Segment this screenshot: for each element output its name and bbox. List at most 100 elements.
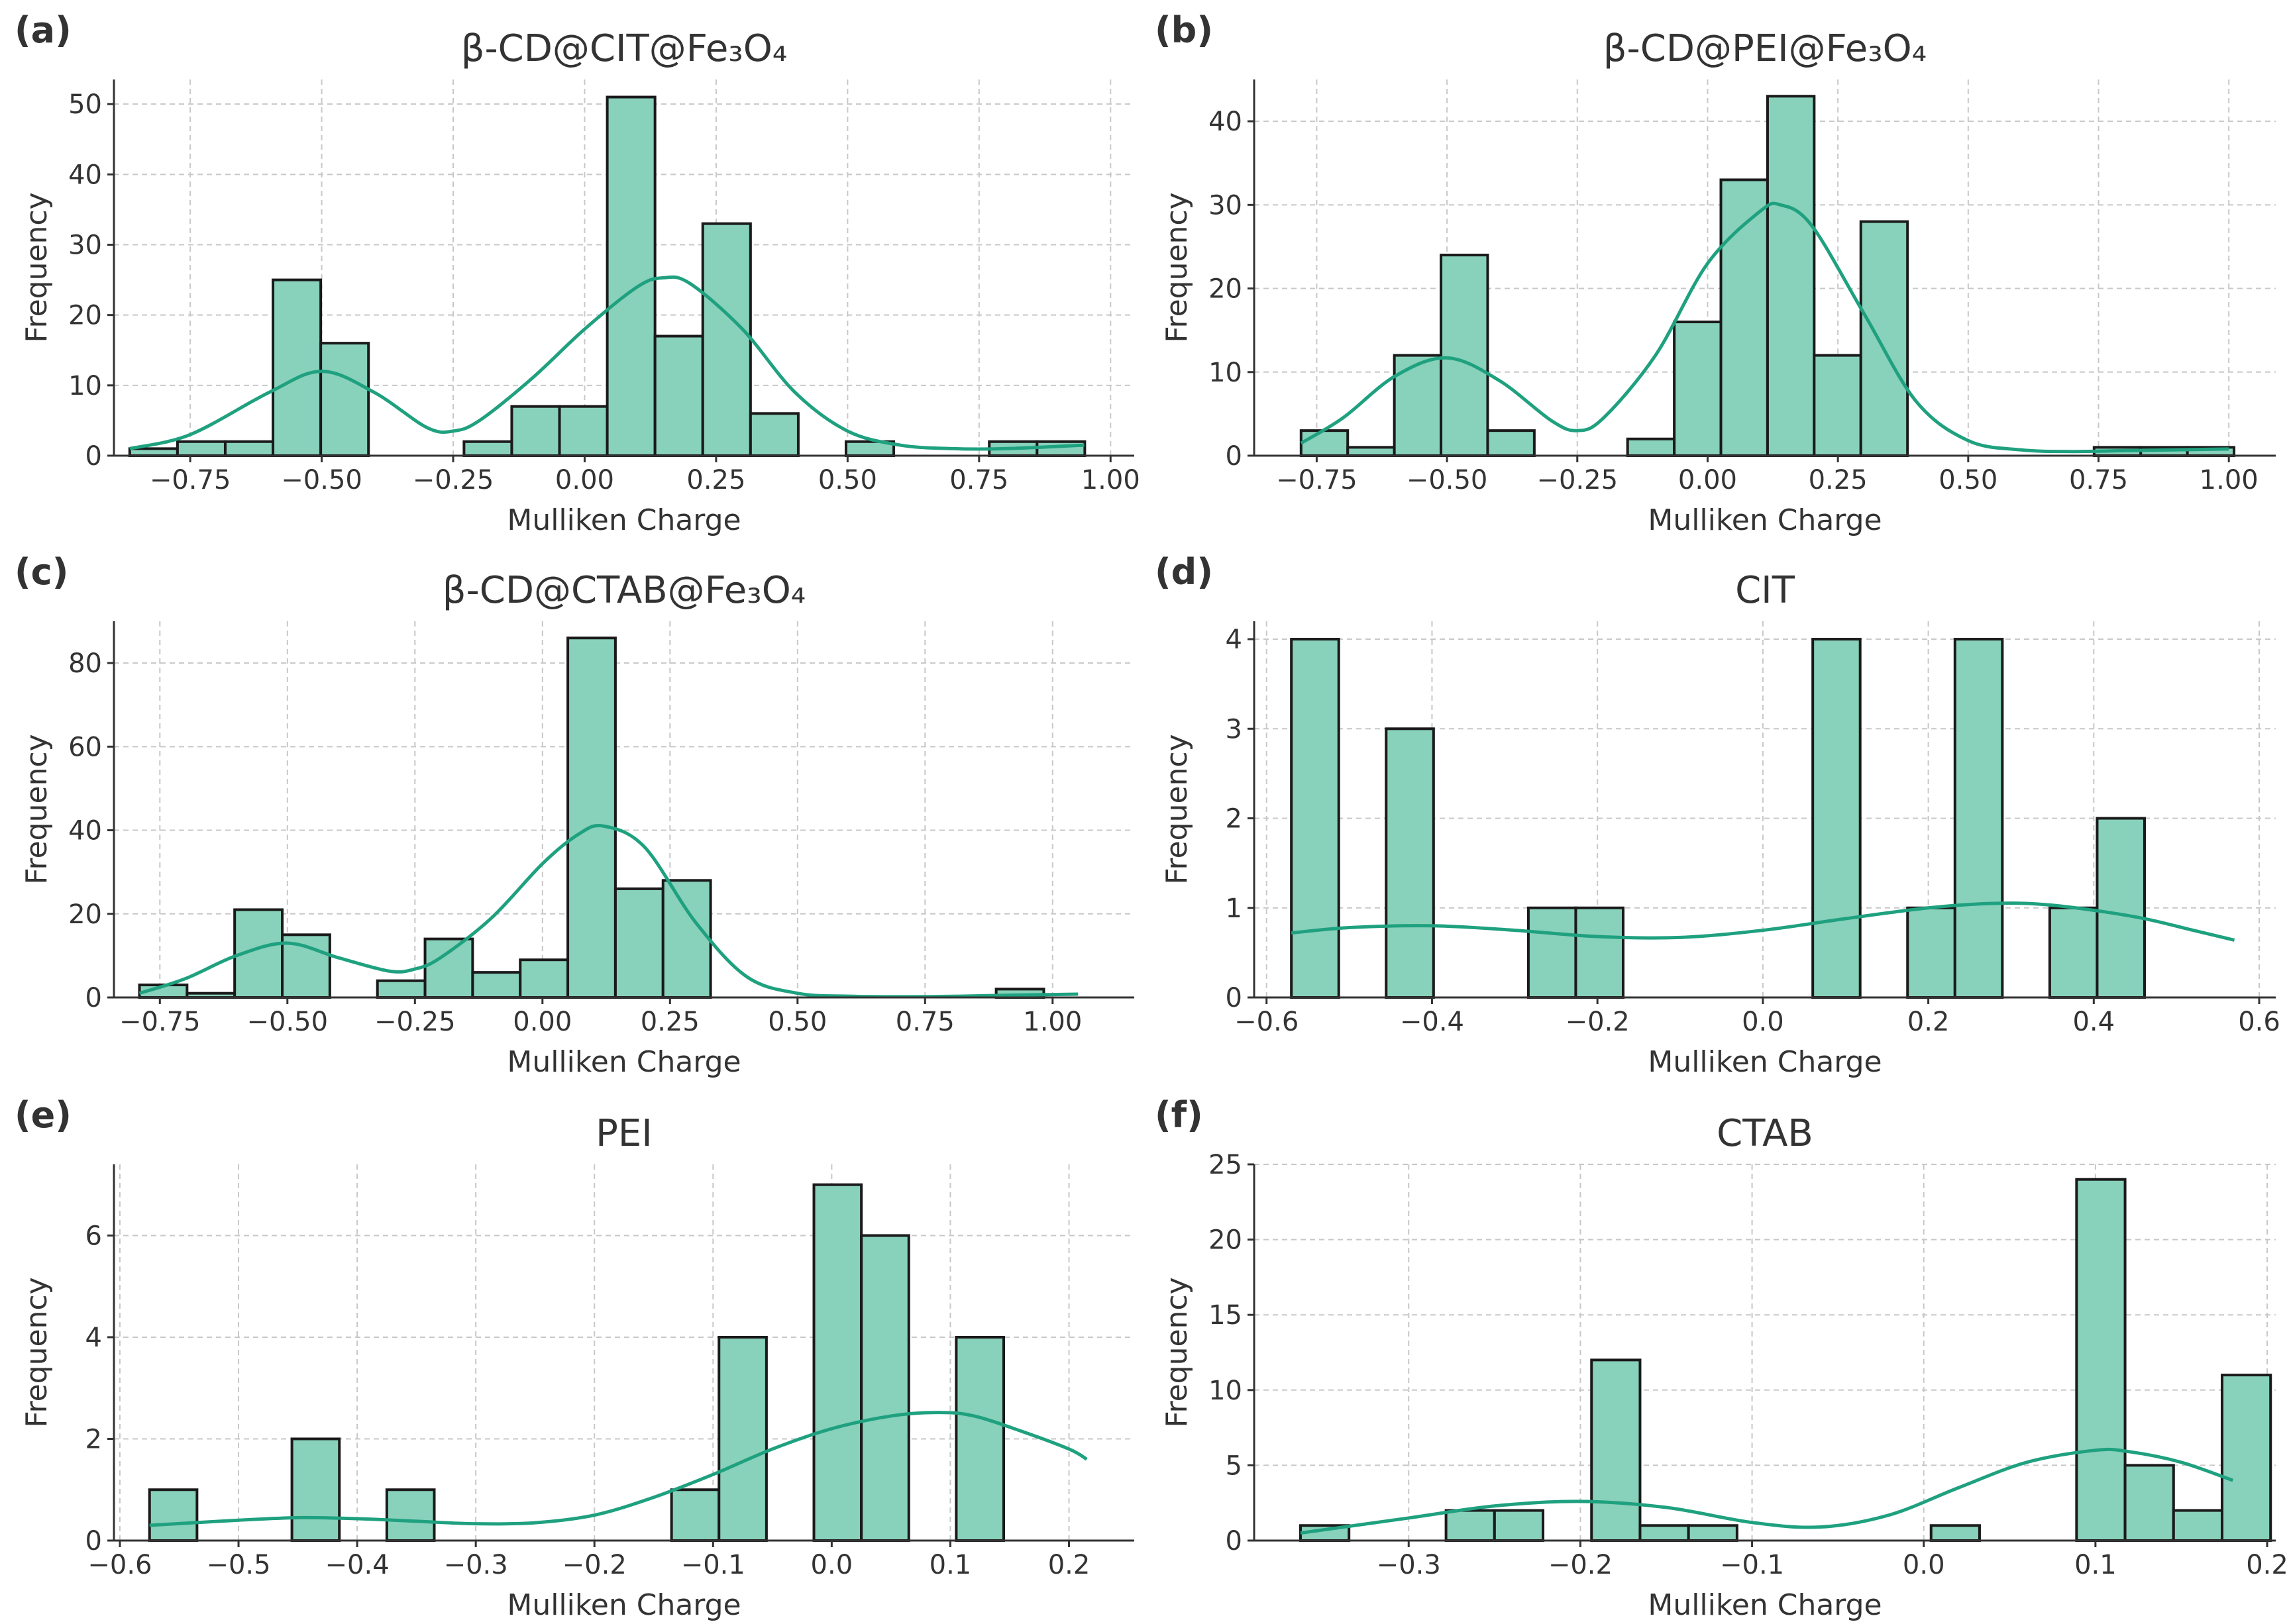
histogram-bar: [1393, 354, 1443, 457]
x-tick-label: 1.00: [2200, 465, 2259, 495]
y-tick-label: 10: [1208, 1376, 1242, 1406]
histogram-bar: [471, 971, 522, 999]
y-tick-label: 0: [85, 441, 102, 472]
x-tick-label: −0.1: [1720, 1550, 1784, 1580]
histogram-bar: [2075, 1178, 2127, 1542]
histogram-bar: [749, 412, 800, 458]
chart-panel-a: (a) β-CD@CIT@Fe₃O₄ −0.75 −0.50 −0.25 0.00 0.25…: [15, 9, 1140, 537]
histogram-bar: [653, 334, 704, 457]
x-tick-label: 0.75: [896, 1007, 955, 1037]
x-tick-label: 1.00: [1023, 1007, 1082, 1037]
x-axis-label: Mulliken Charge: [1648, 1045, 1882, 1079]
x-tick-label: 0.00: [513, 1007, 572, 1037]
y-tick-label: 4: [85, 1323, 102, 1353]
kde-curve: [129, 275, 1085, 451]
histogram-bar: [223, 440, 275, 458]
y-axis-label: Frequency: [1160, 1277, 1194, 1427]
histogram-bar: [1626, 437, 1676, 457]
histogram-bar: [718, 1335, 768, 1543]
x-tick-label: −0.50: [1407, 465, 1488, 495]
x-tick-label: −0.75: [119, 1007, 201, 1037]
histogram-bar: [176, 440, 227, 458]
histogram-bar: [606, 95, 657, 457]
histogram-bar: [1385, 727, 1435, 999]
x-tick-label: −0.2: [1548, 1550, 1613, 1580]
chart-panel-c: (c) β-CD@CTAB@Fe₃O₄ −0.75 −0.50 −0.25 0.00 0.2…: [15, 551, 1134, 1079]
histogram-bar: [613, 887, 665, 999]
histogram-bar: [376, 979, 427, 999]
histogram-bar: [1766, 95, 1816, 457]
chart-panel-f: (f) CTAB −0.3 −0.2 −0.1 0.0 0.1 0.2 0 5 10 15 20 25 Mu…: [1155, 1094, 2287, 1622]
y-tick-label: 20: [1208, 274, 1242, 305]
histogram-bar: [1444, 1509, 1496, 1543]
histogram-bar: [1953, 638, 2004, 999]
histogram-bar: [860, 1234, 910, 1542]
y-tick-label: 20: [1208, 1225, 1242, 1256]
panel-label: (a): [15, 9, 72, 51]
x-tick-label: 0.0: [1742, 1007, 1784, 1037]
y-tick-label: 0: [1226, 1526, 1242, 1556]
histogram-bar: [272, 278, 323, 457]
y-tick-label: 0: [85, 983, 102, 1013]
histogram-bar: [1813, 354, 1862, 457]
x-tick-label: −0.75: [150, 465, 231, 495]
x-tick-label: −0.50: [247, 1007, 329, 1037]
histogram-bar: [423, 937, 474, 999]
x-tick-label: 0.2: [2246, 1550, 2287, 1580]
histogram-bar: [1673, 321, 1723, 457]
x-tick-label: 0.00: [555, 465, 614, 495]
histogram-bar: [1493, 1509, 1545, 1543]
y-tick-label: 6: [85, 1221, 102, 1251]
histogram-bar: [2221, 1374, 2272, 1543]
x-tick-label: −0.6: [87, 1550, 152, 1580]
y-tick-label: 1: [1226, 893, 1242, 924]
x-tick-label: 0.50: [818, 465, 877, 495]
panel-label: (f): [1155, 1094, 1203, 1136]
x-tick-label: −0.4: [325, 1550, 390, 1580]
histogram-bar: [1687, 1524, 1738, 1543]
x-tick-label: 0.25: [641, 1007, 700, 1037]
x-tick-label: −0.3: [444, 1550, 508, 1580]
x-tick-label: −0.5: [206, 1550, 270, 1580]
chart-title: β-CD@CIT@Fe₃O₄: [461, 27, 788, 70]
histogram-bar: [701, 222, 752, 457]
histogram-bar: [1811, 638, 1862, 999]
x-tick-label: −0.2: [1566, 1007, 1630, 1037]
x-axis-label: Mulliken Charge: [507, 503, 741, 537]
kde-curve: [149, 1411, 1088, 1527]
histogram-bar: [558, 405, 609, 458]
chart-title: β-CD@CTAB@Fe₃O₄: [443, 569, 806, 612]
histogram-bar: [955, 1335, 1006, 1543]
histogram-bar: [128, 447, 179, 458]
chart-title: β-CD@PEI@Fe₃O₄: [1603, 27, 1927, 70]
y-tick-label: 2: [85, 1424, 102, 1454]
histogram-bar: [1574, 906, 1624, 999]
y-tick-label: 25: [1208, 1150, 1242, 1180]
chart-panel-e: (e) PEI −0.6 −0.5 −0.4 −0.3 −0.2 −0.1 0.0 0.1 0.2 0…: [15, 1094, 1134, 1622]
x-tick-label: 0.25: [686, 465, 745, 495]
histogram-bar: [1859, 220, 1909, 457]
histogram-bar: [510, 405, 561, 458]
histogram-bar: [2123, 1464, 2175, 1542]
x-tick-label: 0.75: [949, 465, 1008, 495]
y-axis-label: Frequency: [20, 734, 54, 884]
panel-label: (c): [15, 551, 68, 593]
histogram-bar: [2172, 1509, 2224, 1543]
x-tick-label: 0.2: [1048, 1550, 1090, 1580]
y-tick-label: 15: [1208, 1300, 1242, 1331]
x-tick-label: −0.25: [374, 1007, 456, 1037]
y-tick-label: 20: [68, 301, 102, 331]
panel-label: (b): [1155, 9, 1213, 51]
y-tick-label: 50: [68, 89, 102, 120]
panel-label: (e): [15, 1094, 72, 1136]
y-tick-label: 10: [68, 371, 102, 401]
y-axis-label: Frequency: [1160, 734, 1194, 884]
chart-title: CIT: [1735, 569, 1795, 612]
y-tick-label: 40: [68, 160, 102, 190]
x-tick-label: 0.0: [1903, 1550, 1945, 1580]
x-axis-label: Mulliken Charge: [507, 1588, 741, 1622]
y-tick-label: 30: [1208, 190, 1242, 221]
x-tick-label: 0.1: [930, 1550, 972, 1580]
x-tick-label: −0.4: [1400, 1007, 1464, 1037]
